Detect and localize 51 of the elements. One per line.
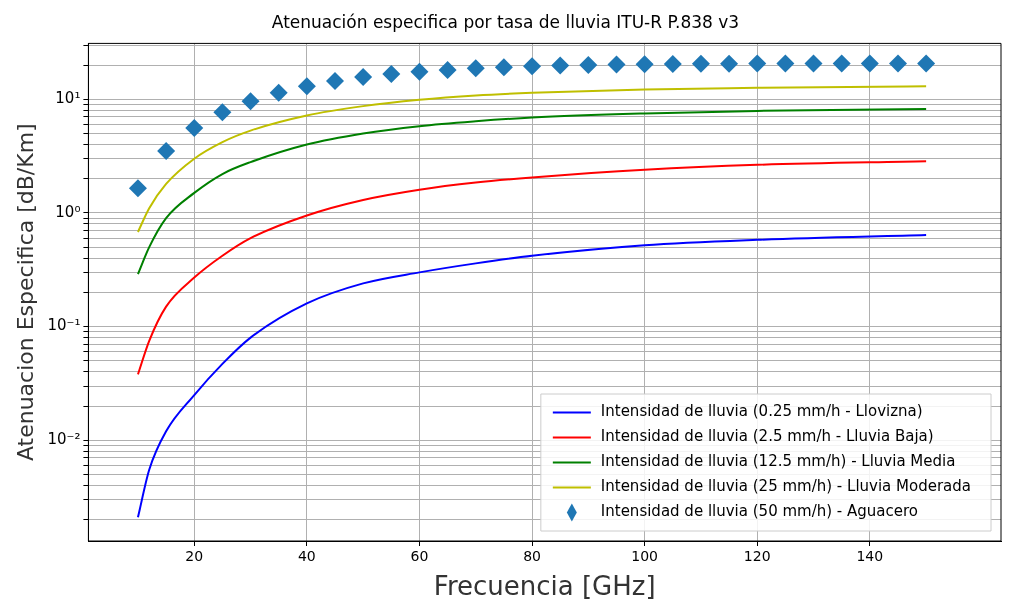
line-series xyxy=(136,85,928,233)
line-series xyxy=(136,108,928,276)
point xyxy=(466,59,485,78)
x-tick-label: 80 xyxy=(523,548,541,565)
point xyxy=(748,54,767,73)
point xyxy=(382,64,401,83)
point xyxy=(185,118,204,137)
point xyxy=(860,54,879,73)
legend-label: Intensidad de lluvia (50 mm/h) - Aguacero xyxy=(600,502,919,521)
point xyxy=(410,62,429,81)
point xyxy=(551,56,570,75)
point xyxy=(917,54,936,73)
point xyxy=(776,54,795,73)
legend-label: Intensidad de lluvia (25 mm/h) - Lluvia Moderada xyxy=(600,477,972,496)
point xyxy=(579,56,598,75)
point xyxy=(213,103,232,122)
legend-label: Intensidad de lluvia (12.5 mm/h) - Lluvia Media xyxy=(600,452,956,471)
x-tick-label: 120 xyxy=(743,548,771,565)
x-tick-label: 60 xyxy=(410,548,429,565)
y-tick-label: 10⁰ xyxy=(55,202,81,221)
x-axis-title: Frecuencia [GHz] xyxy=(433,571,656,602)
point xyxy=(888,54,907,73)
x-tick-label: 20 xyxy=(185,548,204,565)
x-tick-label: 100 xyxy=(631,548,658,565)
y-tick-label: 10⁻¹ xyxy=(47,316,81,335)
point xyxy=(523,57,542,76)
y-tick-label: 10¹ xyxy=(55,89,81,108)
x-tick-label: 140 xyxy=(856,548,884,565)
point xyxy=(326,71,344,90)
legend-label: Intensidad de lluvia (2.5 mm/h - Lluvia Baja) xyxy=(600,427,934,446)
point xyxy=(128,179,147,198)
point xyxy=(832,54,851,73)
point xyxy=(804,54,823,73)
point xyxy=(720,54,739,73)
point xyxy=(663,55,682,74)
line-series xyxy=(136,160,928,376)
point xyxy=(635,55,654,74)
y-axis-title: Atenuacion Especifica [dB/Km] xyxy=(12,123,38,462)
y-tick-label: 10⁻² xyxy=(47,430,81,449)
chart-title: Atenuación especifica por tasa de lluvia ITU-R P.838 v3 xyxy=(271,11,740,32)
point xyxy=(269,83,288,102)
point xyxy=(438,60,457,79)
point xyxy=(607,55,626,74)
point xyxy=(354,67,373,86)
x-tick-label: 40 xyxy=(297,548,316,565)
point xyxy=(241,92,260,111)
legend-label: Intensidad de lluvia (0.25 mm/h - Llovizna) xyxy=(600,402,923,421)
point xyxy=(157,142,176,161)
point xyxy=(297,77,316,96)
point xyxy=(691,54,710,73)
point xyxy=(494,58,513,77)
